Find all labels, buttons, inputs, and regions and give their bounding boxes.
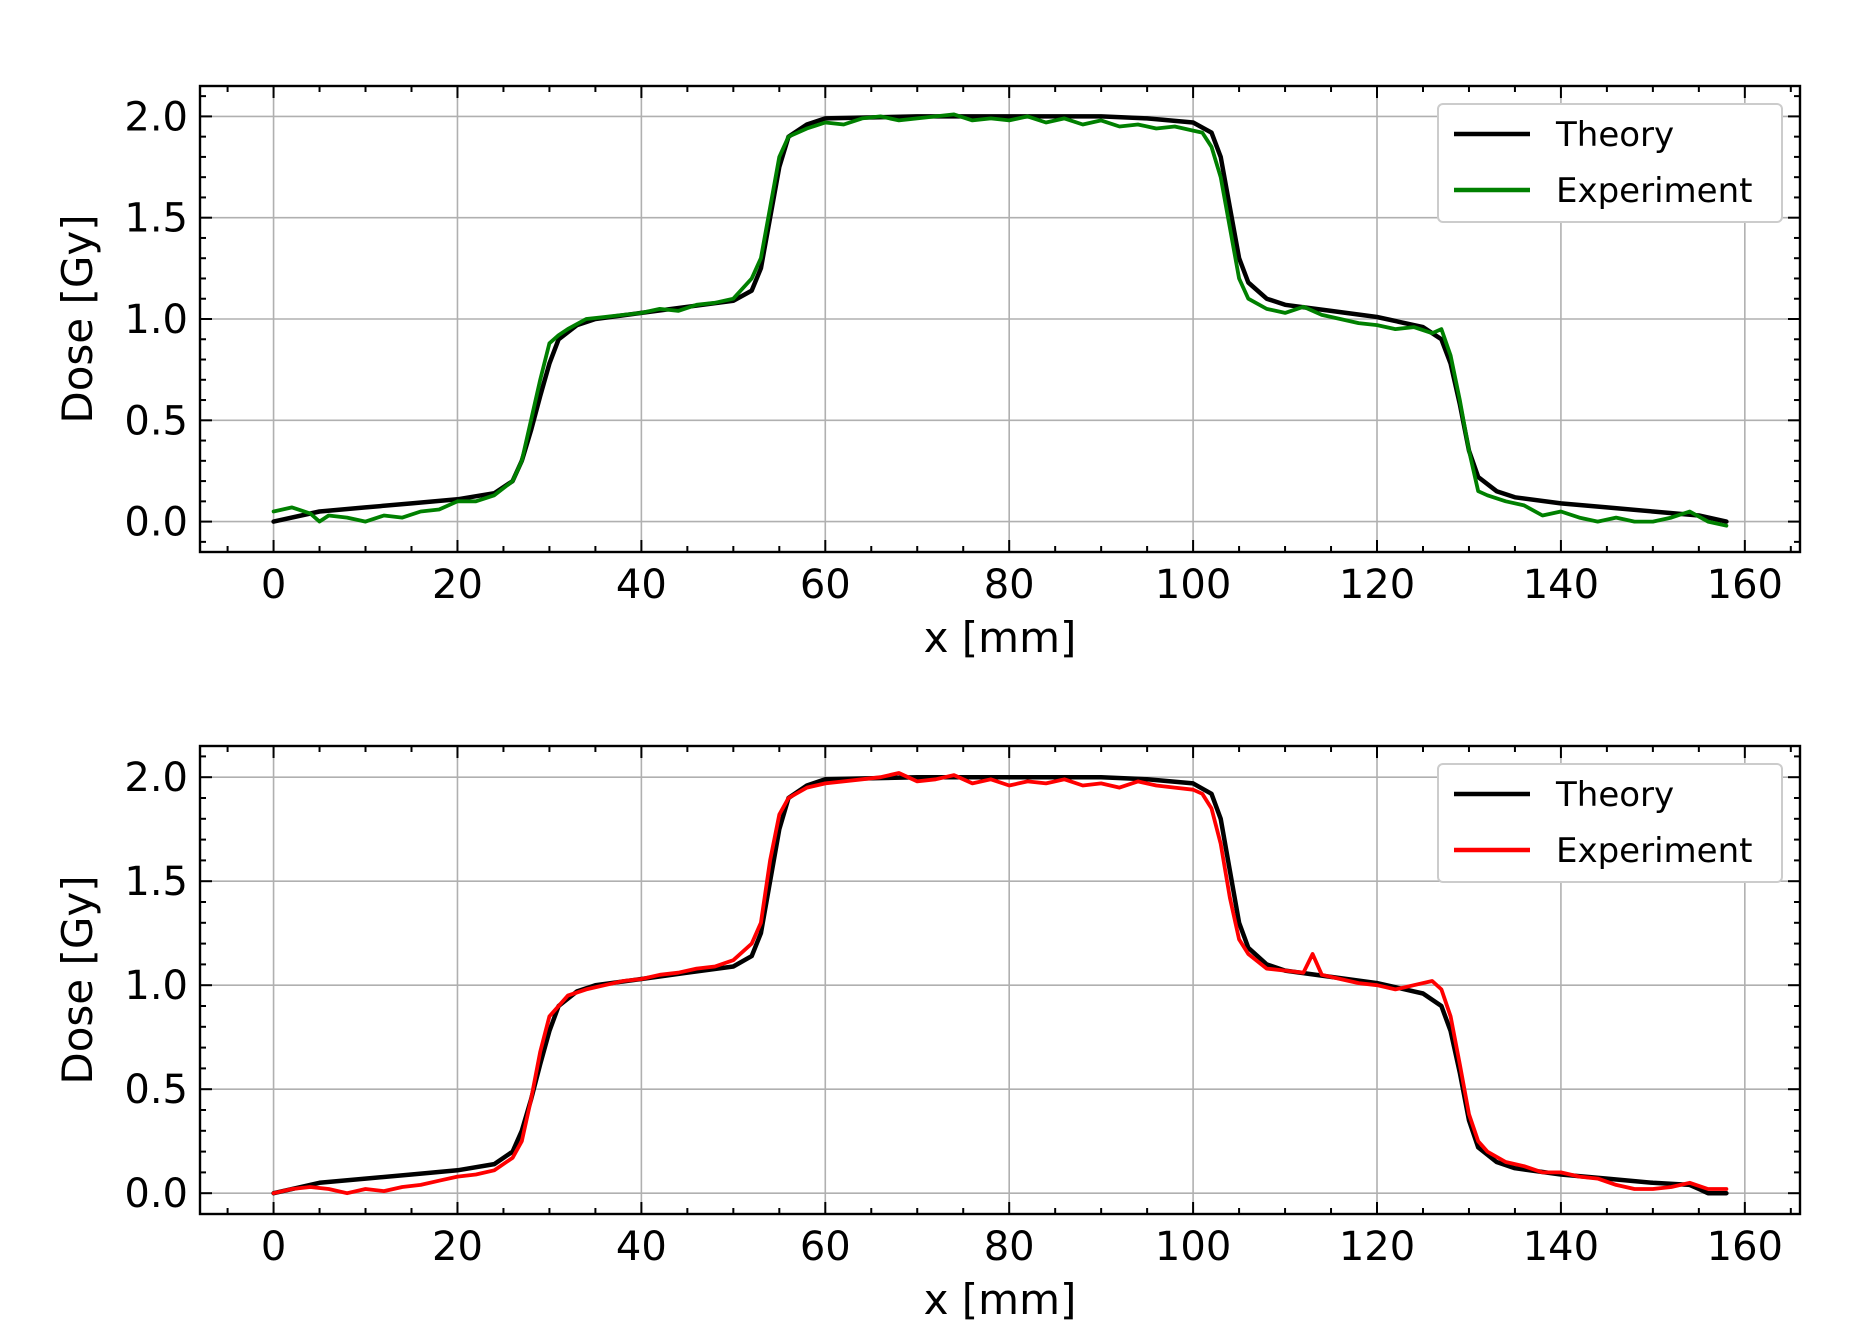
x-tick-label: 120 (1339, 1224, 1415, 1270)
series-line-experiment (271, 771, 1729, 1196)
tick-labels: 0 20 40 60 80 100 120 140 160 0.0 0.5 1.0 1.5 2.0 (124, 94, 1783, 608)
x-tick-label: 0 (261, 562, 286, 608)
series-lines (271, 112, 1729, 528)
x-tick-label: 20 (432, 1224, 483, 1270)
y-tick-label: 0.0 (124, 500, 188, 546)
legend-label-experiment: Experiment (1556, 171, 1752, 211)
x-tick-label: 20 (432, 562, 483, 608)
x-tick-label: 120 (1339, 562, 1415, 608)
legend-label-theory: Theory (1555, 775, 1674, 815)
y-tick-label: 1.0 (124, 963, 188, 1009)
y-tick-label: 1.5 (124, 196, 188, 242)
y-axis-label: Dose [Gy] (53, 214, 102, 423)
legend: Theory Experiment (1437, 763, 1783, 883)
x-tick-label: 40 (616, 1224, 667, 1270)
y-axis-label: Dose [Gy] (53, 875, 102, 1084)
chart-bottom: 0 20 40 60 80 100 120 140 160 0.0 0.5 1.0 1.5 2.0 x [… (53, 744, 1802, 1324)
x-tick-label: 0 (261, 1224, 286, 1270)
plot-frame (198, 744, 1802, 1216)
tick-labels: 0 20 40 60 80 100 120 140 160 0.0 0.5 1.0 1.5 2.0 (124, 755, 1783, 1270)
x-axis-label: x [mm] (924, 613, 1077, 662)
x-tick-label: 100 (1155, 1224, 1231, 1270)
legend: Theory Experiment (1437, 103, 1783, 223)
axis-ticks (200, 746, 1800, 1215)
y-tick-label: 2.0 (124, 94, 188, 140)
x-tick-label: 140 (1523, 562, 1599, 608)
x-tick-label: 80 (984, 1224, 1035, 1270)
y-tick-label: 0.5 (124, 1067, 188, 1113)
x-axis-label: x [mm] (924, 1275, 1077, 1324)
series-lines (271, 771, 1729, 1196)
y-tick-label: 0.5 (124, 398, 188, 444)
x-tick-label: 160 (1707, 562, 1783, 608)
x-tick-label: 160 (1707, 1224, 1783, 1270)
x-tick-label: 60 (800, 562, 851, 608)
x-tick-label: 40 (616, 562, 667, 608)
x-tick-label: 140 (1523, 1224, 1599, 1270)
y-tick-label: 1.0 (124, 297, 188, 343)
y-tick-label: 0.0 (124, 1171, 188, 1217)
legend-label-theory: Theory (1555, 115, 1674, 155)
legend-label-experiment: Experiment (1556, 831, 1752, 871)
x-tick-label: 60 (800, 1224, 851, 1270)
chart-top: 0 20 40 60 80 100 120 140 160 0.0 0.5 1.0 1.5 2.0 x [… (53, 84, 1802, 662)
y-tick-label: 2.0 (124, 755, 188, 801)
y-tick-label: 1.5 (124, 859, 188, 905)
series-line-experiment (271, 112, 1729, 528)
axis-ticks (200, 86, 1800, 552)
x-tick-label: 80 (984, 562, 1035, 608)
x-tick-label: 100 (1155, 562, 1231, 608)
